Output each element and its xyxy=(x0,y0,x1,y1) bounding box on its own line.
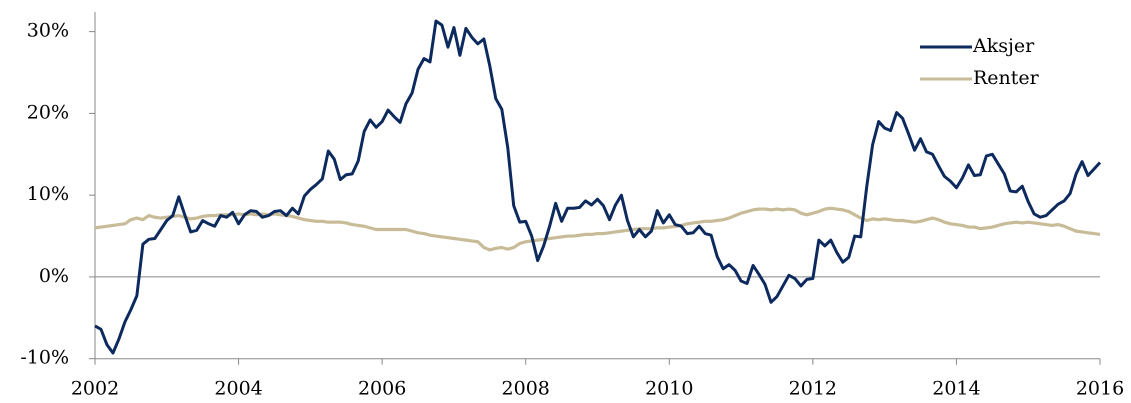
x-tick-label: 2002 xyxy=(71,378,119,400)
x-tick-label: 2012 xyxy=(789,378,837,400)
x-tick-label: 2016 xyxy=(1076,378,1124,400)
legend-label: Renter xyxy=(973,67,1040,89)
y-tick-label: 0% xyxy=(39,265,69,287)
y-tick-label: 10% xyxy=(27,183,69,205)
x-tick-label: 2010 xyxy=(645,378,693,400)
x-tick-label: 2006 xyxy=(358,378,406,400)
y-tick-label: 20% xyxy=(27,101,69,123)
y-tick-label: 30% xyxy=(27,20,69,42)
series-line xyxy=(94,19,1102,355)
series-line xyxy=(94,206,1101,252)
x-tick-label: 2004 xyxy=(214,378,262,400)
y-tick-label: -10% xyxy=(20,347,69,369)
x-tick-label: 2008 xyxy=(502,378,550,400)
x-tick-label: 2014 xyxy=(932,378,980,400)
legend-label: Aksjer xyxy=(972,35,1035,57)
